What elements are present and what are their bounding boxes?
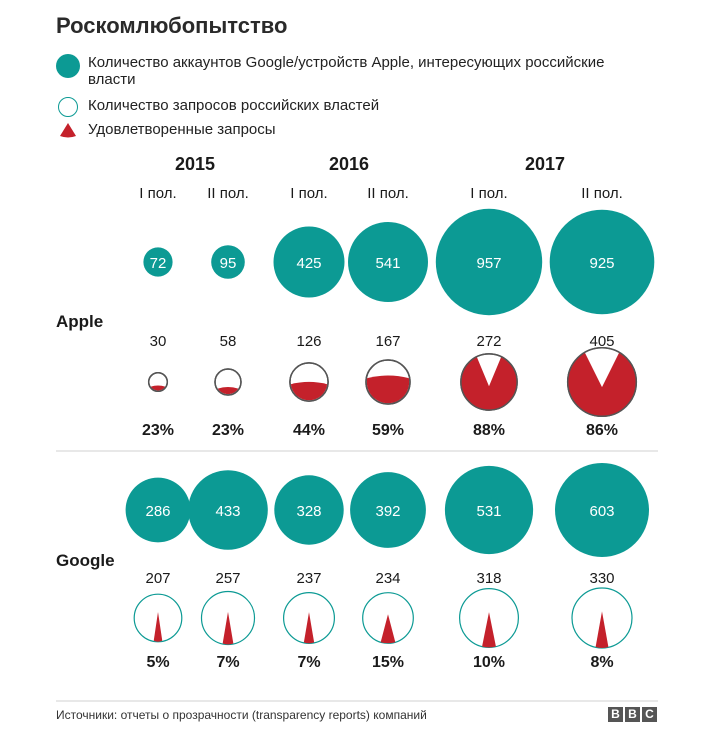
source-note: Источники: отчеты о прозрачности (transp… [56,708,427,722]
period-label: I пол. [470,185,507,202]
requests-value: 257 [215,570,240,587]
accounts-bubble [435,208,543,316]
accounts-value: 95 [220,255,237,272]
satisfied-percent: 23% [212,422,244,439]
accounts-value: 433 [215,503,240,520]
accounts-bubble [188,470,268,550]
requests-value: 405 [589,333,614,350]
satisfied-share [217,387,239,395]
bbc-logo-letter: B [625,707,640,722]
satisfied-percent: 88% [473,422,505,439]
year-label: 2017 [525,154,565,174]
legend-satisfied: Удовлетворенные запросы [56,121,608,139]
accounts-value: 425 [296,255,321,272]
satisfied-percent: 10% [473,654,505,671]
requests-bubble-outline [214,368,242,396]
accounts-value: 328 [296,503,321,520]
legend-accounts-label: Количество аккаунтов Google/устройств Ap… [88,54,605,88]
satisfied-share [222,611,234,645]
accounts-bubble [555,463,649,557]
bubble-chart: 2015 2016 2017 I пол. II пол. I пол. II пол. I … [56,154,658,702]
filled-circle-icon [56,54,80,78]
requests-bubble-outline [566,346,638,418]
legend-requests-label: Количество запросов российских властей [88,97,380,114]
period-label: II пол. [207,185,249,202]
accounts-value: 957 [476,255,501,272]
satisfied-percent: 7% [297,654,320,671]
requests-bubble-outline [289,362,329,402]
satisfied-share [460,356,518,411]
satisfied-share [482,612,496,648]
requests-bubble-outline [365,359,411,405]
legend-satisfied-label: Удовлетворенные запросы [88,121,276,138]
period-label: I пол. [139,185,176,202]
requests-value: 318 [476,570,501,587]
accounts-value: 72 [150,255,167,272]
satisfied-share [366,375,410,404]
satisfied-percent: 7% [216,654,239,671]
period-label: II пол. [367,185,409,202]
accounts-bubble [143,247,173,277]
red-wedge-icon [60,123,76,138]
satisfied-percent: 8% [590,654,613,671]
satisfied-share [153,612,163,642]
accounts-bubble [125,477,191,543]
accounts-bubble [274,475,344,545]
accounts-bubble [348,222,428,302]
satisfied-share [567,352,637,417]
satisfied-percent: 5% [146,654,169,671]
accounts-value: 925 [589,255,614,272]
satisfied-share [290,381,328,401]
accounts-bubble [444,465,534,555]
requests-value: 330 [589,570,614,587]
requests-bubble-outline [460,353,518,411]
requests-value: 272 [476,333,501,350]
accounts-value: 603 [589,503,614,520]
satisfied-percent: 15% [372,654,404,671]
satisfied-share [380,614,396,644]
satisfied-share [595,611,609,648]
accounts-bubble [211,245,245,279]
year-label: 2015 [175,154,215,174]
chart-title: Роскомлюбопытство [56,13,288,38]
requests-value: 207 [145,570,170,587]
bbc-logo-letter: C [642,707,657,722]
satisfied-share [303,612,315,644]
bbc-logo: B B C [608,707,657,722]
year-label: 2016 [329,154,369,174]
period-label: I пол. [290,185,327,202]
requests-value: 167 [375,333,400,350]
legend-requests: Количество запросов российских властей [56,97,608,117]
period-label: II пол. [581,185,623,202]
satisfied-share [150,385,166,391]
accounts-bubble [350,472,426,548]
accounts-value: 541 [375,255,400,272]
satisfied-percent: 59% [372,422,404,439]
requests-value: 237 [296,570,321,587]
outline-circle-icon [58,97,78,117]
requests-value: 126 [296,333,321,350]
satisfied-percent: 86% [586,422,618,439]
requests-value: 58 [220,333,237,350]
requests-value: 234 [375,570,400,587]
legend-accounts: Количество аккаунтов Google/устройств Ap… [56,54,608,88]
series-label: Google [56,551,115,570]
bbc-logo-letter: B [608,707,623,722]
accounts-value: 392 [375,503,400,520]
accounts-value: 286 [145,503,170,520]
series-label: Apple [56,312,103,331]
satisfied-percent: 44% [293,422,325,439]
accounts-value: 531 [476,503,501,520]
accounts-bubble [273,226,345,298]
requests-value: 30 [150,333,167,350]
satisfied-percent: 23% [142,422,174,439]
accounts-bubble [549,209,655,315]
requests-bubble-outline [147,371,169,393]
